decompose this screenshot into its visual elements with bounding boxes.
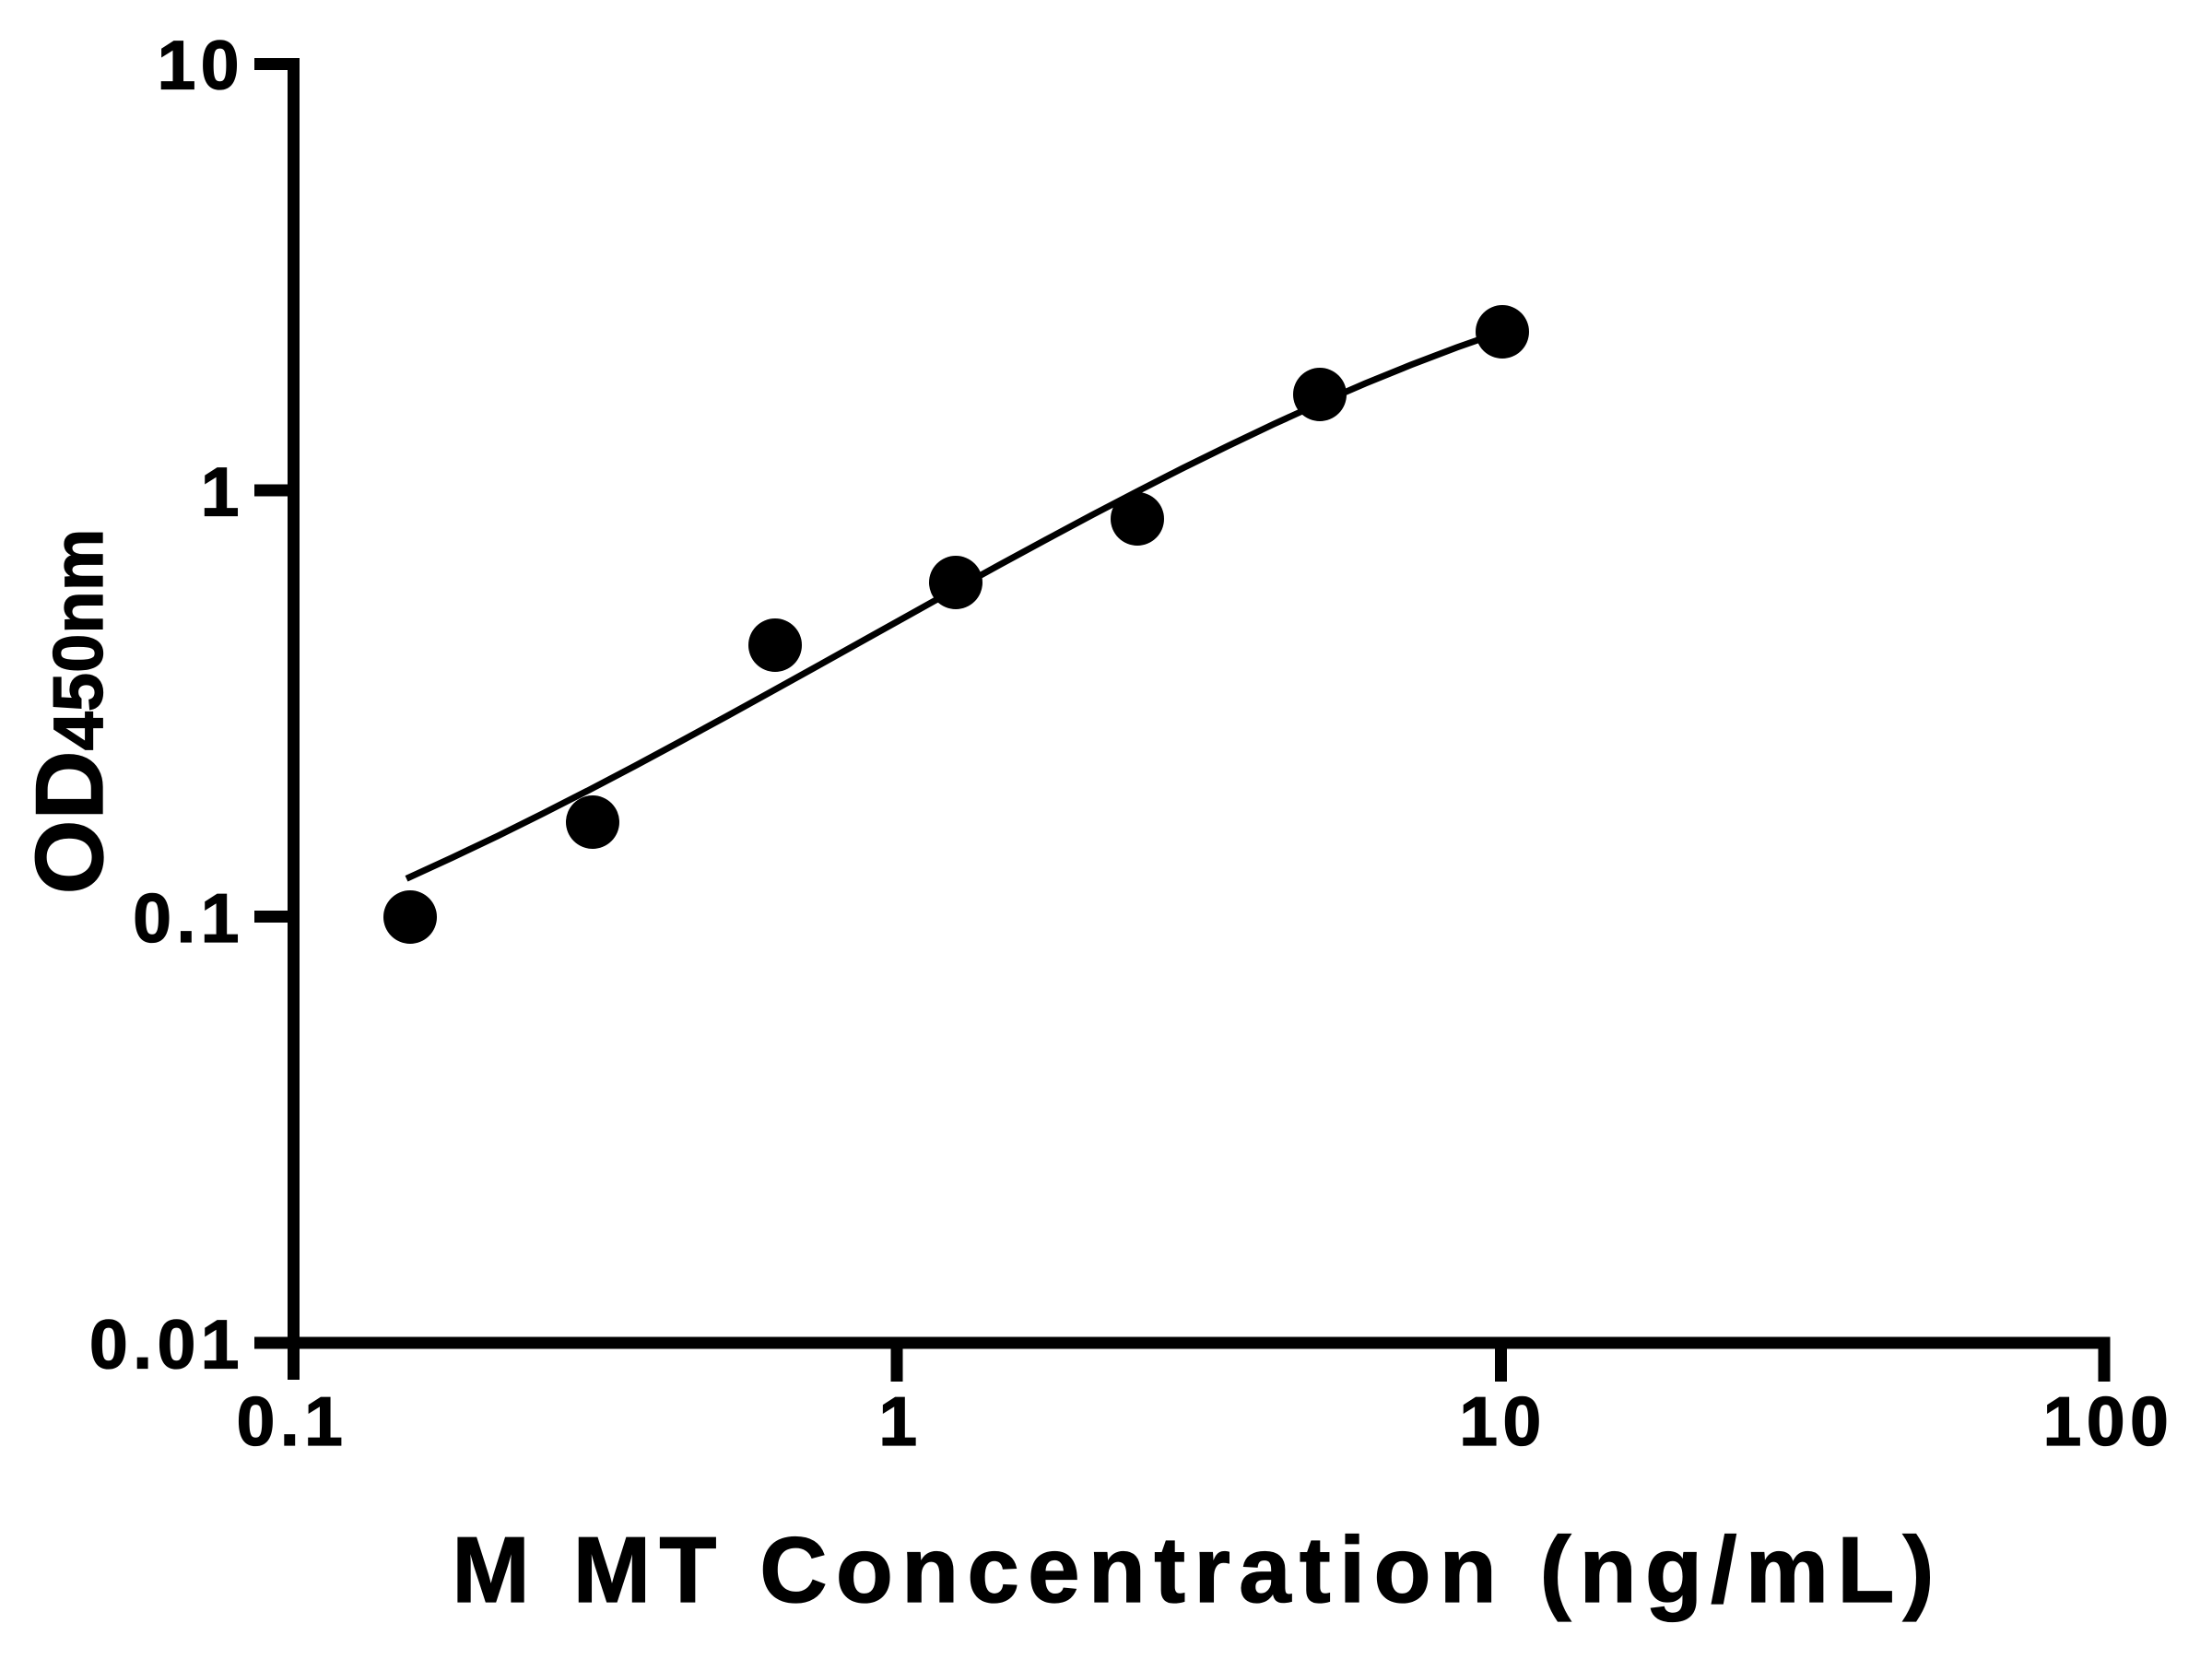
svg-text:10: 10 (1459, 1382, 1546, 1460)
svg-text:0.1: 0.1 (133, 879, 244, 957)
svg-text:10: 10 (158, 27, 244, 104)
svg-text:1: 1 (201, 453, 244, 531)
svg-text:OD450nm: OD450nm (17, 529, 124, 895)
svg-text:0.01: 0.01 (89, 1305, 244, 1382)
svg-text:1: 1 (878, 1382, 922, 1460)
svg-text:100: 100 (2043, 1382, 2174, 1460)
svg-text:0.1: 0.1 (237, 1382, 348, 1460)
svg-text:M MT Concentration (ng/mL): M MT Concentration (ng/mL) (452, 1517, 1943, 1622)
